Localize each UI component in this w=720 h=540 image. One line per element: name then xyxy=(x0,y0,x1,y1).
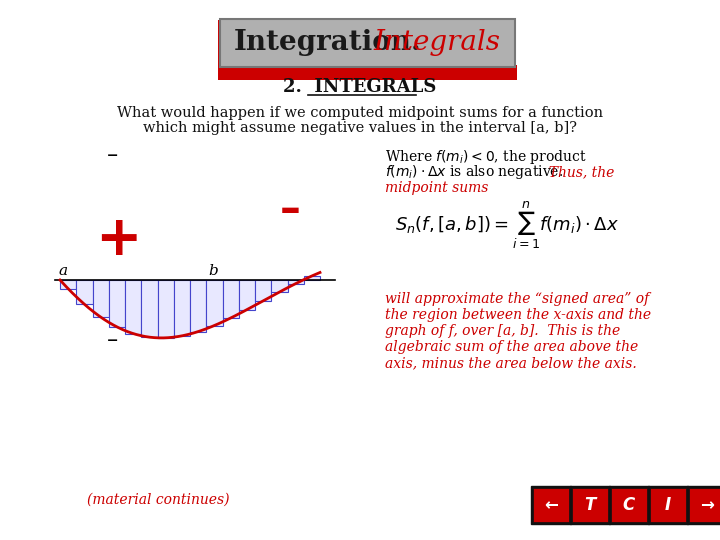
Text: Where $f(m_i) < 0$, the product: Where $f(m_i) < 0$, the product xyxy=(385,148,587,166)
Text: –: – xyxy=(279,189,300,231)
Bar xyxy=(125,280,141,334)
Text: the region between the x-axis and the: the region between the x-axis and the xyxy=(385,308,651,322)
Text: graph of f, over [a, b].  This is the: graph of f, over [a, b]. This is the xyxy=(385,324,620,338)
Text: +: + xyxy=(95,213,141,267)
Text: axis, minus the area below the axis.: axis, minus the area below the axis. xyxy=(385,356,636,370)
Bar xyxy=(570,486,610,524)
Text: $f(m_i)\cdot\Delta x$ is also negative.: $f(m_i)\cdot\Delta x$ is also negative. xyxy=(385,163,563,181)
Text: 2.  INTEGRALS: 2. INTEGRALS xyxy=(283,78,437,96)
Text: C: C xyxy=(623,496,635,514)
Text: midpoint sums: midpoint sums xyxy=(385,181,488,195)
Text: Integration.: Integration. xyxy=(234,29,422,56)
Text: T: T xyxy=(585,496,595,514)
Text: which might assume negative values in the interval [a, b]?: which might assume negative values in th… xyxy=(143,121,577,135)
Bar xyxy=(220,19,515,67)
Bar xyxy=(222,280,239,318)
Bar xyxy=(174,280,190,336)
Text: ←: ← xyxy=(544,496,558,514)
Text: –: – xyxy=(107,330,117,350)
Bar xyxy=(287,280,304,284)
Bar xyxy=(648,486,688,524)
Text: b: b xyxy=(208,264,218,278)
Bar xyxy=(92,280,109,317)
Bar xyxy=(304,276,320,280)
Bar xyxy=(158,280,174,338)
Text: Thus, the: Thus, the xyxy=(540,165,614,179)
Bar xyxy=(218,20,226,80)
Bar xyxy=(239,280,255,309)
Bar xyxy=(271,280,287,292)
Text: Integrals: Integrals xyxy=(373,29,500,56)
Text: will approximate the “signed area” of: will approximate the “signed area” of xyxy=(385,292,649,306)
Text: a: a xyxy=(58,264,67,278)
Bar xyxy=(206,280,222,326)
Text: –: – xyxy=(107,145,117,165)
Bar xyxy=(531,486,571,524)
Bar xyxy=(76,280,92,304)
Text: What would happen if we computed midpoint sums for a function: What would happen if we computed midpoin… xyxy=(117,106,603,120)
Bar xyxy=(650,488,686,522)
Text: I: I xyxy=(665,496,671,514)
Text: →: → xyxy=(700,496,714,514)
Bar xyxy=(190,280,206,332)
Text: $S_n(f,[a,b]) = \sum_{i=1}^{n} f(m_i)\cdot\Delta x$: $S_n(f,[a,b]) = \sum_{i=1}^{n} f(m_i)\cd… xyxy=(395,199,619,251)
Bar xyxy=(611,488,647,522)
Text: (material continues): (material continues) xyxy=(86,493,229,507)
Bar xyxy=(572,488,608,522)
Bar xyxy=(109,280,125,327)
Bar xyxy=(689,488,720,522)
Bar xyxy=(533,488,569,522)
Bar xyxy=(687,486,720,524)
Bar xyxy=(141,280,158,337)
Bar xyxy=(60,280,76,289)
Bar xyxy=(222,65,517,80)
Bar xyxy=(609,486,649,524)
Bar xyxy=(255,280,271,301)
Text: algebraic sum of the area above the: algebraic sum of the area above the xyxy=(385,340,638,354)
